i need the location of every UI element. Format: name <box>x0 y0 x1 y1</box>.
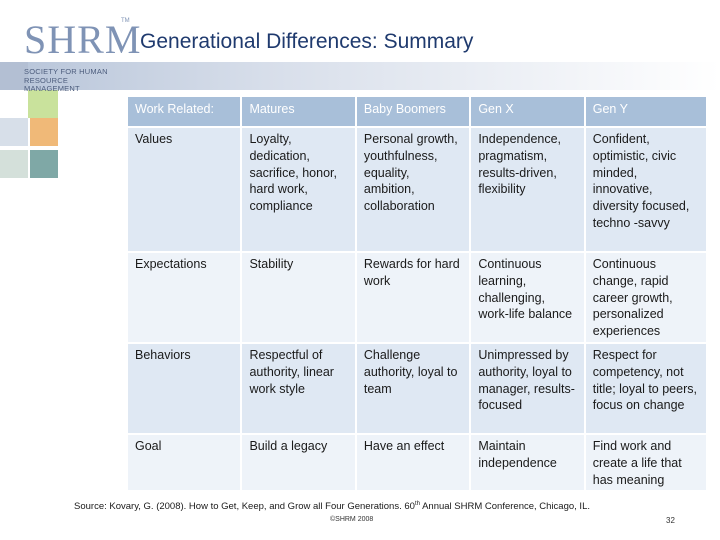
table-cell: Build a legacy <box>240 432 357 493</box>
table-cell: Respectful of authority, linear work sty… <box>240 342 357 435</box>
decor-square <box>0 118 28 146</box>
table-cell: Unimpressed by authority, loyal to manag… <box>469 342 586 435</box>
logo-subtitle: SOCIETY FOR HUMAN RESOURCE MANAGEMENT <box>24 67 108 93</box>
header-cell: Gen X <box>469 95 586 128</box>
summary-table: Work Related: Matures Baby Boomers Gen X… <box>125 95 709 493</box>
copyright-notice: ©SHRM 2008 <box>330 516 374 523</box>
logo-wordmark: SHRM <box>24 17 142 62</box>
table-row: Expectations Stability Rewards for hard … <box>125 251 709 344</box>
table-cell: Independence, pragmatism, results-driven… <box>469 126 586 253</box>
table-cell: Stability <box>240 251 357 344</box>
table-cell: Respect for competency, not title; loyal… <box>583 342 709 435</box>
table-cell: Goal <box>125 432 243 493</box>
header-cell: Work Related: <box>125 95 243 128</box>
citation-superscript: th <box>414 501 420 507</box>
table-row: Goal Build a legacy Have an effect Maint… <box>125 432 709 493</box>
table-cell: Behaviors <box>125 342 243 435</box>
slide-header: SHRM TM SOCIETY FOR HUMAN RESOURCE MANAG… <box>0 0 720 178</box>
decor-square <box>30 150 58 178</box>
table-header-row: Work Related: Matures Baby Boomers Gen X… <box>125 95 709 128</box>
header-band <box>20 62 720 90</box>
page-number: 32 <box>666 516 675 525</box>
decor-square <box>30 118 58 146</box>
header-cell: Gen Y <box>583 95 709 128</box>
table-cell: Rewards for hard work <box>354 251 472 344</box>
header-cell: Matures <box>240 95 357 128</box>
decor-square <box>28 90 58 118</box>
table-cell: Maintain independence <box>469 432 586 493</box>
citation-text: Source: Kovary, G. (2008). How to Get, K… <box>74 501 415 513</box>
header-cell: Baby Boomers <box>354 95 472 128</box>
decor-square <box>0 150 28 178</box>
table-cell: Find work and create a life that has mea… <box>583 432 709 493</box>
table-cell: Have an effect <box>354 432 472 493</box>
table-cell: Confident, optimistic, civic minded, inn… <box>583 126 709 253</box>
citation-text-end: Annual SHRM Conference, Chicago, IL. <box>419 501 590 513</box>
table-cell: Loyalty, dedication, sacrifice, honor, h… <box>240 126 357 253</box>
table-cell: Challenge authority, loyal to team <box>354 342 472 435</box>
table-row: Behaviors Respectful of authority, linea… <box>125 342 709 435</box>
table-cell: Expectations <box>125 251 243 344</box>
table-cell: Personal growth, youthfulness, equality,… <box>354 126 472 253</box>
table-row: Values Loyalty, dedication, sacrifice, h… <box>125 126 709 253</box>
source-citation: Source: Kovary, G. (2008). How to Get, K… <box>74 501 674 512</box>
logo-trademark: TM <box>121 18 130 24</box>
shrm-logo: SHRM TM SOCIETY FOR HUMAN RESOURCE MANAG… <box>20 18 140 93</box>
table-cell: Continuous learning, challenging, work-l… <box>469 251 586 344</box>
table-cell: Continuous change, rapid career growth, … <box>583 251 709 344</box>
table-cell: Values <box>125 126 243 253</box>
decor-square <box>0 62 28 90</box>
slide-title: Generational Differences: Summary <box>140 30 474 53</box>
